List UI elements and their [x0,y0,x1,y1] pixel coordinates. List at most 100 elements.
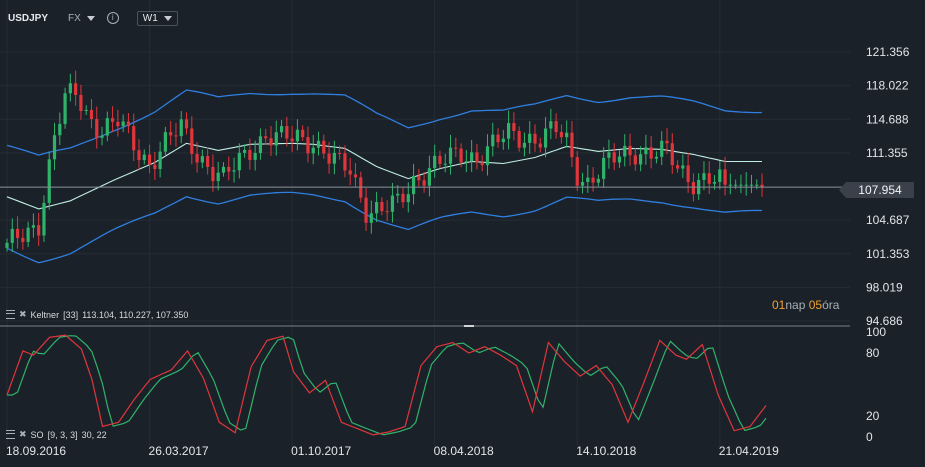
candle-body [31,225,35,228]
candle [512,112,516,141]
candle [718,161,722,190]
pane-resize-handle[interactable] [464,325,474,327]
candle [79,84,83,120]
time-tick-label: 21.04.2019 [719,444,779,458]
candle-body [639,154,643,165]
info-icon[interactable]: i [106,12,119,24]
candle-body [15,228,20,238]
candle-body [522,142,527,148]
candle-body [126,121,131,127]
candle [448,134,453,175]
so-legend: ✖ SO [9, 3, 3] 30, 22 [6,429,107,440]
candle-body [295,129,299,142]
candle [702,161,706,191]
candle-body [375,202,379,214]
candle [74,70,78,106]
candle-body [142,154,146,161]
candle [364,188,368,232]
so-name: SO [30,429,44,440]
candle-body [274,132,278,146]
candle [142,149,146,165]
candle-body [184,119,189,129]
candle [496,128,500,148]
candle-body [691,182,695,195]
symbol-label[interactable]: USDJPY [8,12,49,24]
market-selector[interactable]: FX [68,13,95,24]
candle [517,126,521,152]
timeframe-selector[interactable]: W1 [136,10,178,26]
candle-body [163,132,167,152]
candle-body [707,173,711,184]
candle-body [433,155,437,169]
candle-body [723,169,727,185]
candle-body [89,109,94,120]
price-axis: 121.356 118.022 114.688 111.355 104.687 101.3… [866,45,910,328]
price-tick-label: 94.686 [866,314,903,328]
candle [353,163,358,188]
candle [5,238,9,252]
candle-body [5,242,9,248]
candle [301,125,305,141]
candle [628,133,632,166]
current-price-badge: 107.954 [839,182,914,198]
chevron-down-icon [86,15,95,21]
settings-lines-icon[interactable] [6,430,15,439]
candle [649,135,653,169]
keltner-legend: ✖ Keltner [33] 113.104, 110.227, 107.350 [6,309,188,320]
candle [760,173,764,197]
candle-body [549,121,553,129]
candle-body [343,153,347,171]
settings-lines-icon[interactable] [6,310,15,319]
candle [644,134,648,165]
candle-body [675,165,680,169]
candle [311,135,315,165]
candle-body [734,184,738,186]
candle-body [591,177,595,183]
candle-body [79,94,83,111]
candle [174,122,178,147]
candle [475,144,479,170]
candle-body [644,147,648,155]
candle [316,131,321,156]
keltner-name: Keltner [30,309,60,320]
candle [749,174,754,194]
countdown-hours: 05 [808,298,823,312]
candle-body [454,147,458,149]
candle [21,228,25,250]
price-tick-label: 114.688 [866,112,909,126]
candle-body [755,184,759,186]
candle [37,212,41,246]
candle-body [211,166,215,182]
candle [295,119,299,151]
candle [121,114,125,133]
candle [10,218,14,252]
candle [163,126,167,157]
candle-body [332,152,336,164]
time-tick-label: 14.10.2018 [576,444,636,458]
candle [221,162,226,177]
candle [116,109,120,137]
candle [639,146,643,172]
candle [343,145,347,178]
candle-body [42,202,46,236]
candle-body [322,140,326,154]
candle-body [470,152,474,162]
candle [147,144,152,174]
candle-body [52,135,57,160]
candle [52,122,57,170]
close-icon[interactable]: ✖ [19,309,27,319]
candle-body [311,147,315,154]
candle-body [538,143,542,148]
candle [580,172,585,194]
candle [153,151,157,180]
close-icon[interactable]: ✖ [19,429,27,439]
keltner-params: [33] [63,309,79,320]
candle-body [285,126,289,139]
candle [206,147,210,175]
candle-body [58,123,62,136]
candle [565,120,569,148]
grid-lines [0,0,850,447]
candle [258,128,263,160]
countdown-hours-unit: óra [822,298,840,312]
